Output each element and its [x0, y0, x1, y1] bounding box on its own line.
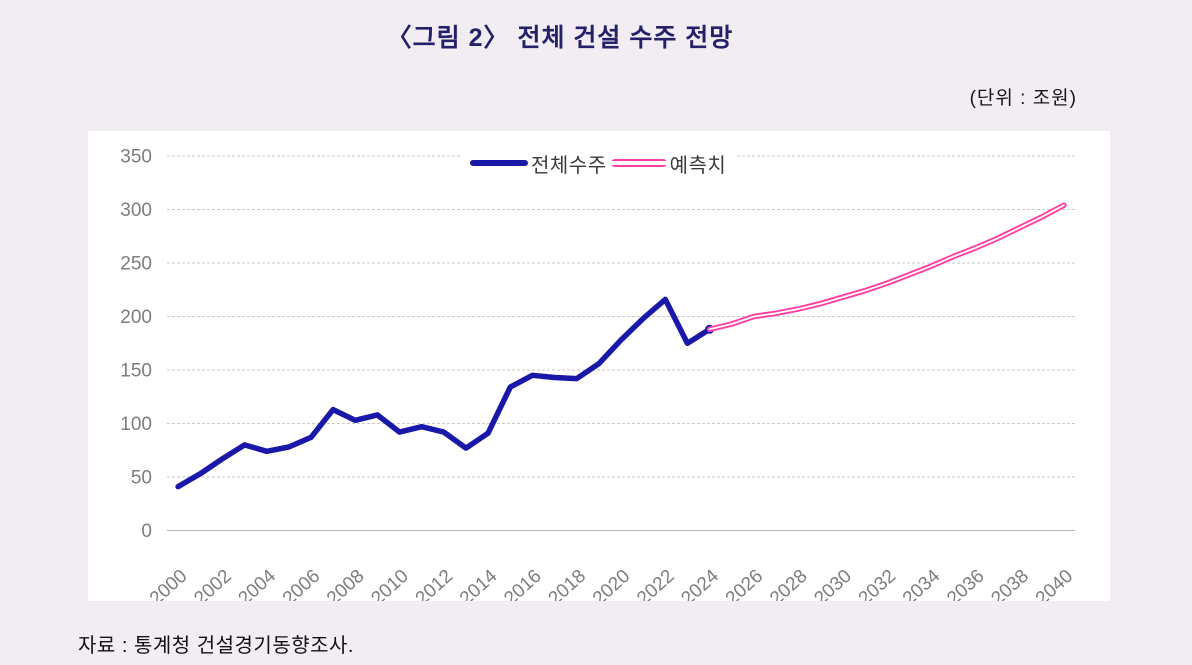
unit-label: (단위 : 조원) [969, 88, 1077, 109]
svg-text:0: 0 [141, 521, 152, 542]
chart-title: 〈그림 2〉 전체 건설 수주 전망 [386, 24, 734, 52]
svg-text:2036: 2036 [943, 566, 988, 601]
svg-text:350: 350 [120, 147, 152, 168]
svg-text:300: 300 [120, 200, 152, 221]
svg-text:2022: 2022 [633, 566, 678, 601]
svg-text:2030: 2030 [810, 566, 855, 601]
legend-label-actual: 전체수주 [531, 154, 607, 177]
svg-text:2032: 2032 [855, 566, 900, 601]
svg-text:2028: 2028 [766, 566, 811, 601]
svg-text:2018: 2018 [545, 566, 590, 601]
svg-text:200: 200 [120, 307, 152, 328]
chart-panel: 0 50 100 150 200 250 300 350 2000 2002 2004 2006 200… [88, 131, 1110, 601]
forecast-line-swatch [610, 159, 667, 167]
legend-label-forecast: 예측치 [669, 154, 727, 177]
svg-text:250: 250 [120, 254, 152, 275]
svg-text:100: 100 [120, 414, 152, 435]
svg-text:2038: 2038 [987, 566, 1032, 601]
legend-item-forecast: 예측치 [610, 149, 727, 178]
source-note: 자료 : 통계청 건설경기동향조사. [78, 635, 354, 657]
actual-line-swatch [470, 160, 528, 166]
svg-text:2026: 2026 [722, 566, 767, 601]
chart-svg: 0 50 100 150 200 250 300 350 2000200220042006200… [120, 147, 1077, 602]
svg-text:2020: 2020 [589, 566, 634, 601]
chart-legend: 전체수주 예측치 [460, 148, 737, 178]
svg-text:2004: 2004 [235, 565, 281, 601]
legend-item-actual: 전체수주 [470, 149, 607, 178]
svg-text:2006: 2006 [279, 566, 324, 601]
svg-text:2012: 2012 [412, 566, 457, 601]
svg-text:2016: 2016 [500, 566, 545, 601]
svg-text:2000: 2000 [146, 566, 191, 601]
svg-text:2008: 2008 [323, 566, 368, 601]
svg-text:2002: 2002 [190, 566, 235, 601]
svg-text:150: 150 [120, 361, 152, 382]
svg-text:2014: 2014 [456, 565, 502, 601]
svg-text:2040: 2040 [1032, 566, 1077, 601]
svg-text:2034: 2034 [899, 565, 945, 601]
svg-text:2010: 2010 [367, 566, 412, 601]
svg-text:2024: 2024 [677, 565, 723, 601]
svg-text:50: 50 [131, 468, 152, 489]
